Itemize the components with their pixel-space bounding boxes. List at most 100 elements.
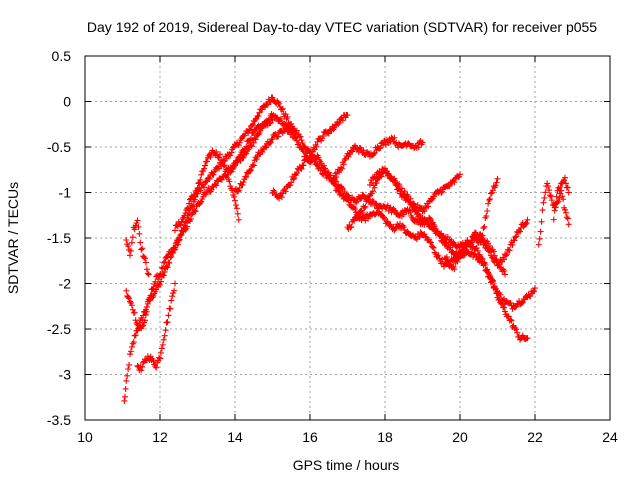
- data-point: [479, 255, 486, 262]
- data-point: [501, 256, 508, 263]
- data-point: [473, 244, 480, 251]
- data-point: [139, 245, 146, 252]
- data-point: [512, 324, 519, 331]
- series-track-3: [134, 280, 178, 374]
- x-tick-label: 10: [77, 429, 93, 445]
- data-point: [202, 162, 208, 169]
- data-point: [161, 258, 168, 265]
- data-point: [474, 247, 481, 254]
- data-point: [542, 189, 549, 196]
- data-point: [344, 112, 351, 119]
- data-point: [284, 128, 291, 135]
- data-point: [230, 165, 237, 172]
- data-point: [338, 184, 345, 191]
- data-point: [348, 223, 355, 230]
- x-tick-label: 20: [452, 429, 468, 445]
- data-point: [395, 186, 402, 193]
- data-point: [524, 216, 531, 223]
- data-point: [122, 385, 129, 392]
- data-point: [491, 283, 498, 290]
- data-point: [141, 254, 148, 261]
- data-point: [192, 208, 199, 215]
- data-point: [149, 286, 156, 293]
- data-point: [293, 170, 300, 177]
- data-point: [407, 209, 414, 216]
- data-point: [156, 354, 163, 361]
- series-track-12: [442, 229, 508, 278]
- data-point: [480, 225, 487, 232]
- data-point: [393, 181, 400, 188]
- data-point: [513, 233, 520, 240]
- data-point: [552, 204, 559, 211]
- series-track-14: [535, 180, 572, 248]
- data-point: [243, 174, 250, 181]
- data-point: [124, 372, 131, 379]
- data-point: [338, 165, 345, 172]
- data-point: [541, 194, 548, 201]
- data-point: [378, 211, 385, 218]
- data-point: [164, 264, 171, 271]
- data-point: [226, 178, 233, 185]
- data-point: [291, 175, 298, 182]
- data-point: [191, 192, 198, 199]
- data-point: [488, 276, 495, 283]
- data-point: [232, 202, 239, 209]
- data-point: [546, 187, 553, 194]
- y-tick-label: -1.5: [47, 230, 71, 246]
- data-point: [264, 101, 271, 108]
- data-point: [553, 193, 560, 200]
- data-point: [537, 228, 544, 235]
- data-point: [536, 235, 543, 242]
- data-point: [168, 297, 175, 304]
- data-point: [137, 239, 144, 246]
- data-point: [345, 197, 352, 204]
- data-point: [472, 230, 479, 237]
- data-point: [421, 208, 428, 215]
- data-point: [341, 157, 348, 164]
- data-point: [501, 304, 508, 311]
- data-point: [517, 225, 524, 232]
- data-point: [392, 207, 399, 214]
- grid: [85, 56, 610, 420]
- data-point: [157, 349, 164, 356]
- data-point: [483, 213, 490, 220]
- data-point: [472, 229, 478, 236]
- data-point: [129, 234, 136, 241]
- data-point: [135, 224, 142, 231]
- data-point: [262, 122, 269, 129]
- data-point: [287, 182, 294, 189]
- data-point: [361, 204, 368, 211]
- series-track-10: [344, 167, 463, 232]
- y-tick-label: -2.5: [47, 321, 71, 337]
- data-point: [415, 144, 422, 151]
- data-point: [138, 367, 145, 374]
- data-point: [249, 121, 256, 128]
- data-point: [486, 196, 493, 203]
- data-point: [564, 184, 571, 191]
- data-point: [279, 105, 286, 112]
- data-point: [157, 355, 163, 362]
- data-point: [213, 148, 220, 155]
- data-point: [210, 171, 217, 178]
- data-point: [509, 242, 516, 249]
- data-point: [144, 270, 151, 277]
- data-point: [176, 236, 183, 243]
- data-point: [155, 276, 162, 283]
- y-tick-label: -3: [59, 367, 72, 383]
- data-point: [354, 215, 361, 222]
- data-point: [337, 164, 344, 171]
- data-point: [177, 221, 184, 228]
- data-point: [163, 263, 170, 270]
- data-point: [351, 217, 358, 224]
- data-point: [507, 316, 514, 323]
- data-point: [250, 129, 257, 136]
- data-point: [523, 219, 530, 226]
- y-tick-label: 0.5: [52, 48, 72, 64]
- data-point: [308, 151, 315, 158]
- x-tick-label: 14: [227, 429, 243, 445]
- data-point: [172, 227, 178, 234]
- data-point: [333, 173, 340, 180]
- data-point: [355, 214, 362, 221]
- data-point: [559, 193, 566, 200]
- data-point: [132, 332, 139, 339]
